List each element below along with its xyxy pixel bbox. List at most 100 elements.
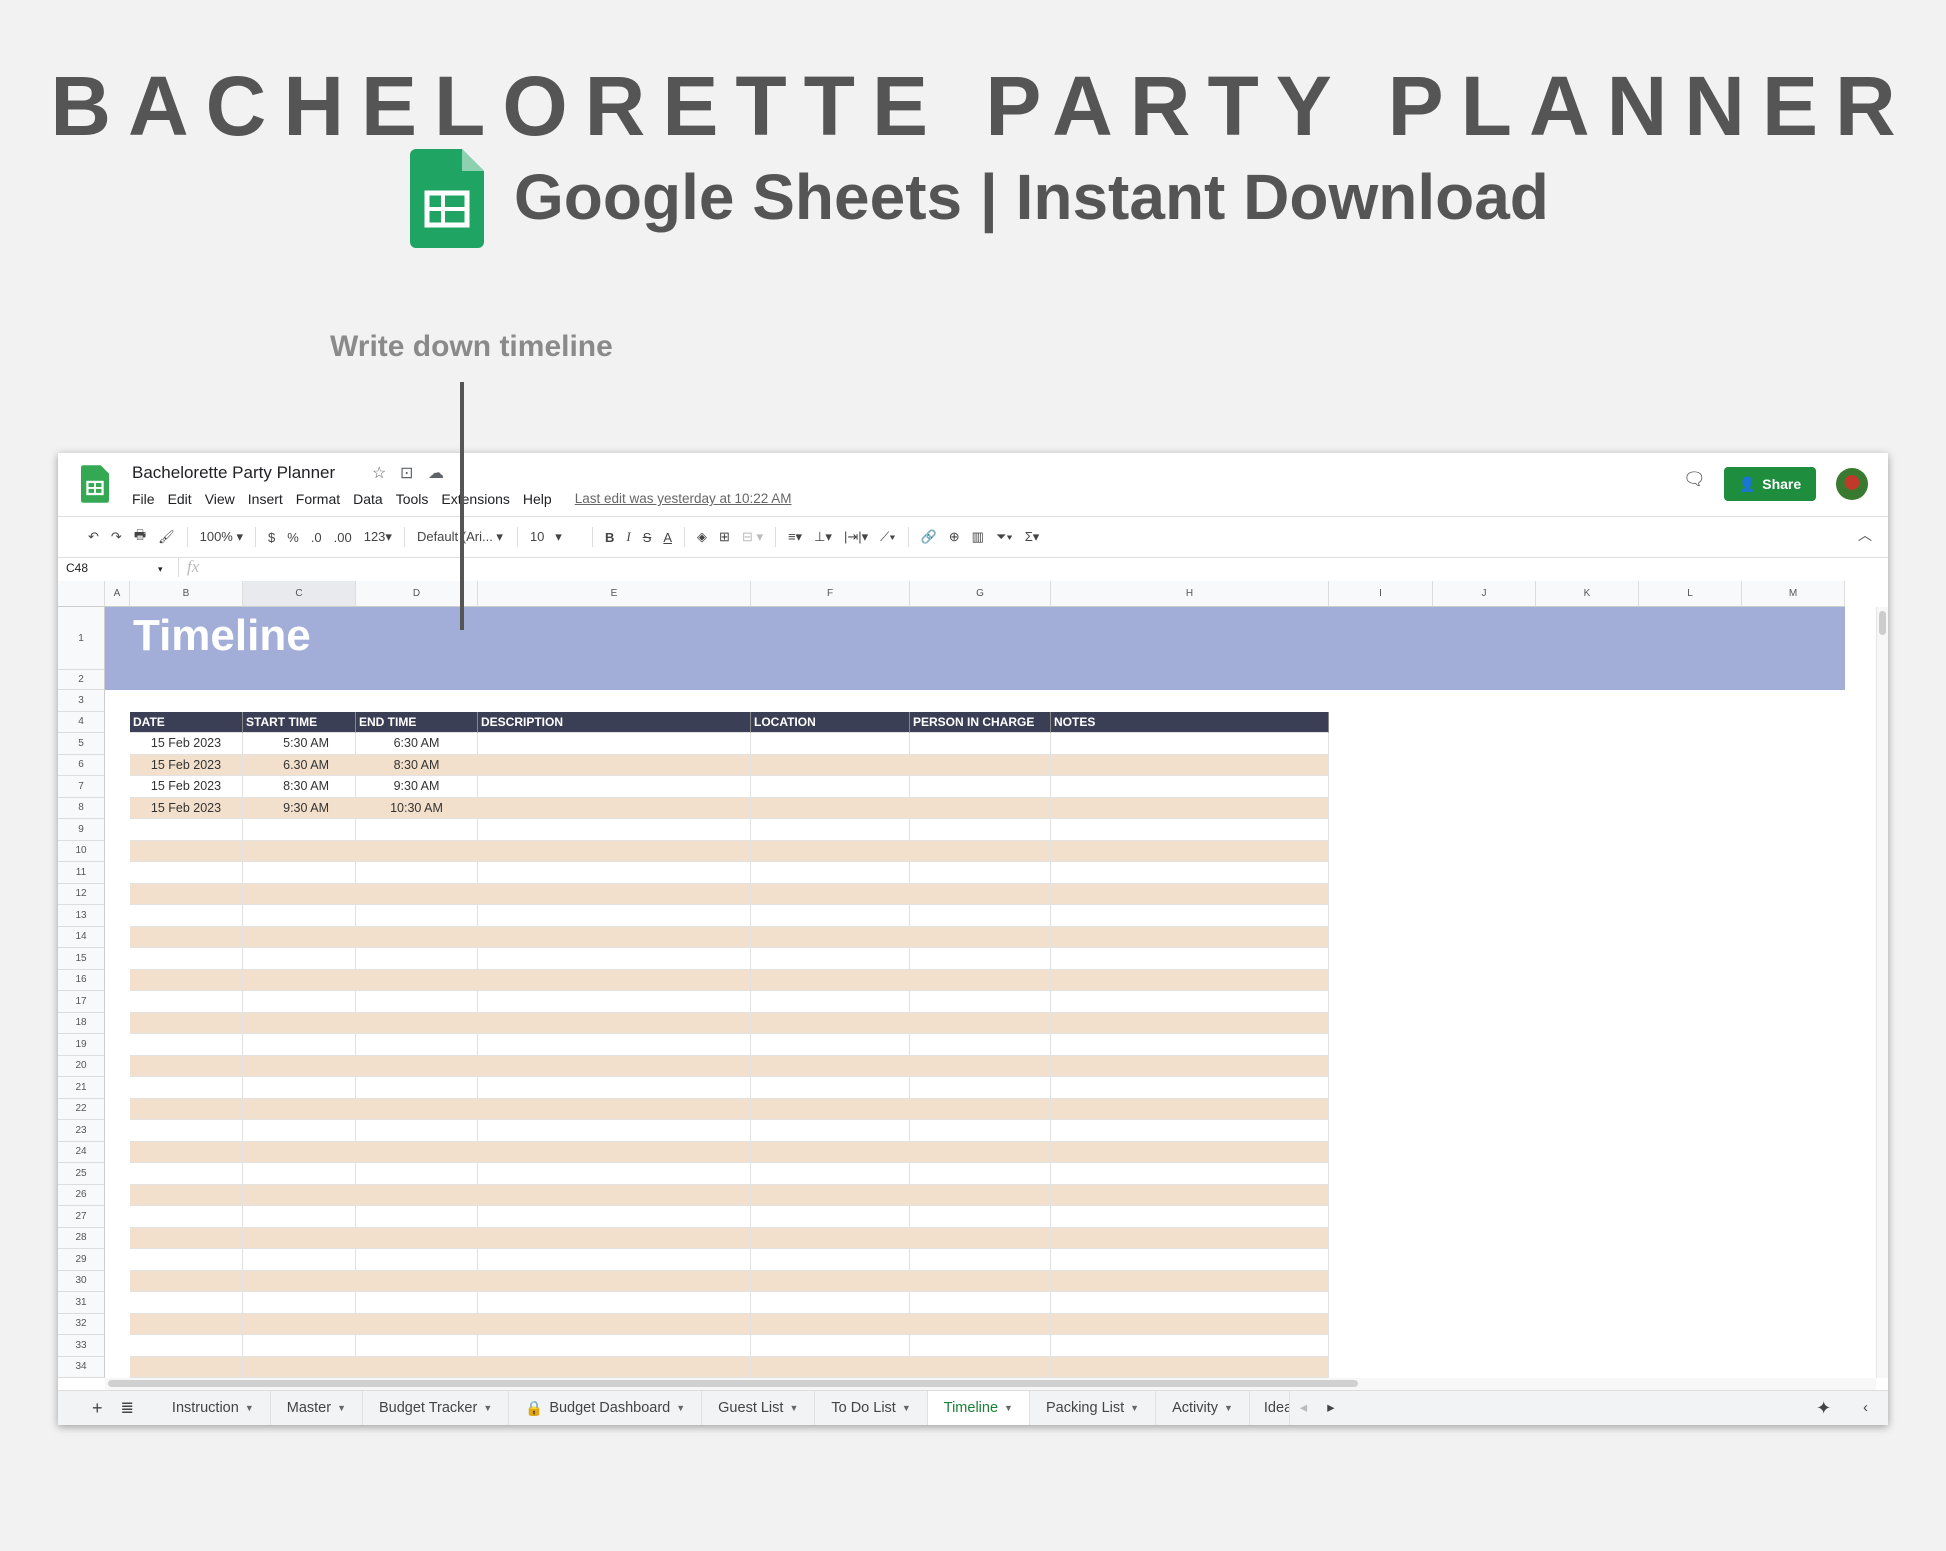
chevron-down-icon[interactable]: ▼ [1130,1403,1140,1413]
column-header-b[interactable]: B [130,581,243,607]
table-cell[interactable] [243,1356,356,1378]
table-cell[interactable] [243,840,356,862]
table-cell[interactable] [910,883,1051,905]
table-cell[interactable] [478,1356,751,1378]
row-header[interactable]: 9 [58,819,105,841]
align-icon[interactable]: ≡▾ [787,529,803,544]
table-cell[interactable] [751,1163,910,1185]
table-cell[interactable] [356,969,478,991]
horizontal-scrollbar[interactable] [105,1378,1876,1390]
fill-color-icon[interactable]: ◈ [697,529,708,544]
table-cell[interactable]: 15 Feb 2023 [130,776,243,798]
table-cell[interactable] [1051,1012,1329,1034]
table-cell[interactable] [1051,819,1329,841]
column-header-a[interactable]: A [105,581,130,607]
table-cell[interactable] [478,1227,751,1249]
table-cell[interactable] [1051,1120,1329,1142]
table-cell[interactable] [243,819,356,841]
table-cell[interactable] [910,1055,1051,1077]
table-cell[interactable] [356,1098,478,1120]
table-cell[interactable] [356,1313,478,1335]
table-cell[interactable] [478,926,751,948]
table-cell[interactable] [478,776,751,798]
menu-file[interactable]: File [132,491,155,507]
row-header[interactable]: 25 [58,1163,105,1185]
table-cell[interactable] [130,1077,243,1099]
table-cell[interactable] [478,969,751,991]
table-cell[interactable] [751,1012,910,1034]
table-cell[interactable] [243,991,356,1013]
table-cell[interactable] [478,905,751,927]
table-cell[interactable] [910,1270,1051,1292]
tab-budget-dashboard[interactable]: 🔒 Budget Dashboard ▼ [509,1390,703,1425]
table-cell[interactable] [910,991,1051,1013]
table-cell[interactable] [356,1184,478,1206]
table-cell[interactable] [356,1012,478,1034]
menu-help[interactable]: Help [522,491,552,507]
star-icon[interactable]: ☆ [372,465,387,482]
table-cell[interactable] [478,1098,751,1120]
merge-cells-icon[interactable]: ⊟ ▾ [741,529,763,544]
row-header[interactable]: 23 [58,1120,105,1142]
table-cell[interactable] [910,862,1051,884]
table-cell[interactable] [910,948,1051,970]
collapse-toolbar-icon[interactable]: ︿ [1858,527,1872,543]
table-cell[interactable]: 9:30 AM [356,776,478,798]
table-cell[interactable] [243,1077,356,1099]
table-cell[interactable] [478,1270,751,1292]
table-cell[interactable] [910,1313,1051,1335]
table-cell[interactable] [1051,1098,1329,1120]
table-cell[interactable] [130,991,243,1013]
table-cell[interactable] [356,862,478,884]
row-header[interactable]: 4 [58,711,105,733]
font-select[interactable]: Default (Ari... ▾ [416,529,503,544]
table-cell[interactable] [243,1313,356,1335]
table-cell[interactable] [751,991,910,1013]
scroll-tabs-left-icon[interactable]: ◂ [1299,1400,1308,1416]
undo-icon[interactable]: ↶ [88,529,99,544]
row-header[interactable]: 33 [58,1335,105,1357]
table-cell[interactable] [243,883,356,905]
table-cell[interactable]: 15 Feb 2023 [130,754,243,776]
row-header[interactable]: 32 [58,1313,105,1335]
table-cell[interactable] [243,1292,356,1314]
tab-master[interactable]: Master ▼ [271,1390,363,1425]
row-header[interactable]: 16 [58,969,105,991]
text-color-icon[interactable]: A [663,529,673,545]
wrap-icon[interactable]: |⇥|▾ [843,529,869,544]
table-cell[interactable] [910,1163,1051,1185]
table-cell[interactable] [356,948,478,970]
table-cell[interactable]: 9:30 AM [243,797,356,819]
table-cell[interactable] [243,1034,356,1056]
row-header[interactable]: 3 [58,690,105,712]
table-cell[interactable] [1051,1335,1329,1357]
row-header[interactable]: 18 [58,1012,105,1034]
table-cell[interactable] [910,969,1051,991]
table-cell[interactable]: 8:30 AM [243,776,356,798]
italic-icon[interactable]: I [626,529,631,544]
table-cell[interactable] [751,926,910,948]
table-cell[interactable] [478,862,751,884]
table-cell[interactable] [1051,926,1329,948]
row-header[interactable]: 8 [58,797,105,819]
spreadsheet-grid[interactable]: Timeline A B C D E F G H I J K L M 1 2 3 4 5 6 7 8 9 10 11 12 13 1… [58,581,1888,1378]
menu-extensions[interactable]: Extensions [441,491,510,507]
table-cell[interactable] [910,1356,1051,1378]
table-cell[interactable] [243,1055,356,1077]
row-header[interactable]: 11 [58,862,105,884]
table-cell[interactable] [751,1249,910,1271]
comment-icon[interactable]: 🗨 [1683,469,1706,489]
menu-edit[interactable]: Edit [167,491,192,507]
table-cell[interactable] [751,1098,910,1120]
table-cell[interactable] [1051,797,1329,819]
table-cell[interactable] [130,926,243,948]
table-cell[interactable] [130,1141,243,1163]
table-cell[interactable] [130,969,243,991]
table-cell[interactable] [910,1141,1051,1163]
borders-icon[interactable]: ⊞ [719,529,730,544]
table-cell[interactable] [130,1356,243,1378]
table-cell[interactable] [356,1249,478,1271]
table-cell[interactable] [1051,991,1329,1013]
tab-timeline[interactable]: Timeline ▼ [927,1390,1030,1425]
table-cell[interactable] [130,1292,243,1314]
